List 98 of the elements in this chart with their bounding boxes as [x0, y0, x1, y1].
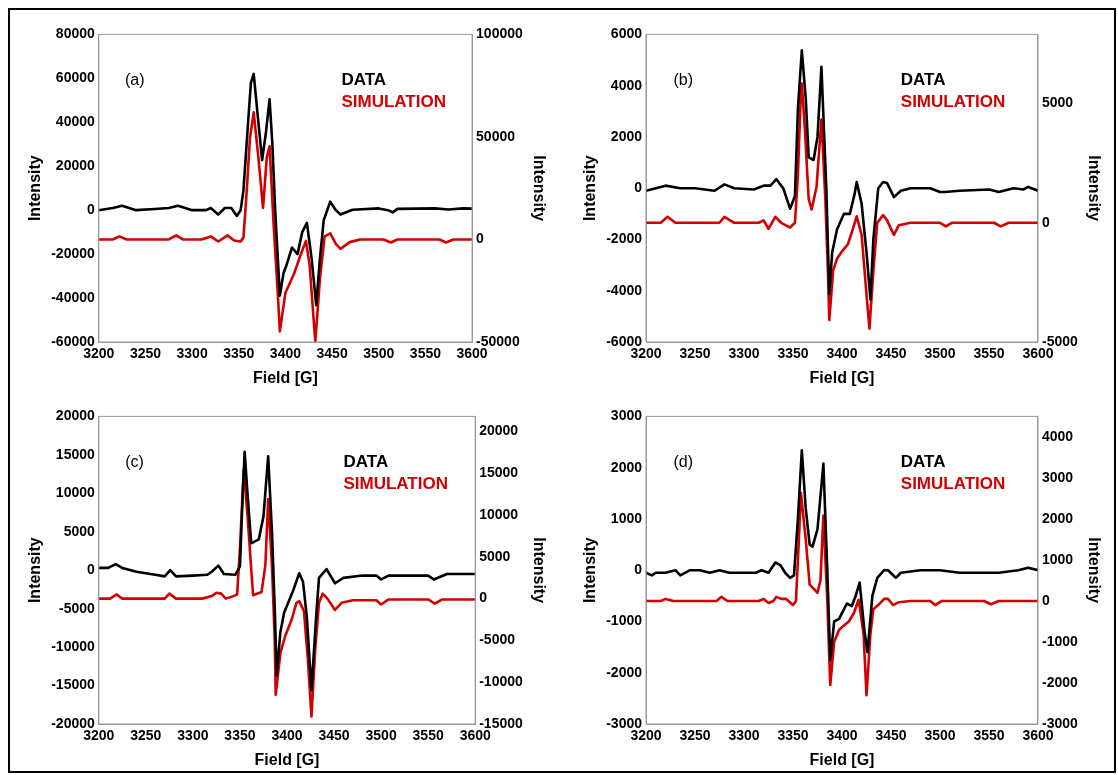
x-tick-label: 3500	[363, 345, 395, 362]
x-tick-label: 3300	[176, 345, 208, 362]
x-axis-title: Field [G]	[809, 368, 875, 386]
y2-tick-label: 1000	[1041, 550, 1074, 567]
y2-tick-label: 5000	[479, 547, 511, 564]
y-tick-label: 60000	[55, 69, 95, 86]
x-tick-label: 3300	[728, 345, 760, 362]
x-tick-label: 3400	[826, 727, 858, 744]
x-tick-label: 3550	[409, 345, 442, 362]
y2-tick-label: 0	[479, 589, 488, 606]
x-tick-label: 3300	[728, 727, 760, 744]
text: SIMULATION	[341, 92, 446, 112]
x-axis-title: Field [G]	[252, 368, 318, 386]
y2-tick-label: 4000	[1041, 427, 1074, 444]
y-axis-title: Intensity	[581, 537, 599, 604]
y2-tick-label: 50000	[476, 127, 516, 144]
x-tick-label: 3400	[271, 727, 303, 744]
x-axis-title: Field [G]	[254, 750, 320, 768]
y-tick-label: -10000	[51, 637, 96, 654]
y-tick-label: 1000	[610, 509, 643, 526]
y2-tick-label: 10000	[479, 505, 519, 522]
x-tick-label: 3450	[318, 727, 350, 744]
y-tick-label: -15000	[51, 676, 96, 693]
annotation: (d)	[673, 452, 694, 470]
y2-tick-label: -5000	[479, 631, 516, 648]
y-tick-label: 20000	[55, 407, 95, 424]
y-tick-label: 6000	[610, 25, 643, 42]
x-tick-label: 3550	[973, 727, 1005, 744]
x-tick-label: 3350	[223, 345, 255, 362]
y-tick-label: 0	[87, 201, 95, 218]
y-tick-label: 20000	[55, 157, 95, 174]
text: DATA	[900, 452, 946, 472]
x-tick-label: 3550	[412, 727, 444, 744]
x-tick-label: 3350	[777, 727, 809, 744]
y-tick-label: 80000	[55, 25, 95, 42]
x-tick-label: 3300	[177, 727, 209, 744]
x-tick-label: 3450	[875, 727, 907, 744]
y-tick-label: 0	[634, 179, 643, 196]
x-tick-label: 3450	[875, 345, 907, 362]
y-tick-label: 5000	[63, 522, 95, 539]
y2-axis-title: Intensity	[1085, 155, 1103, 222]
text: SIMULATION	[343, 474, 448, 494]
y2-tick-label: -10000	[479, 673, 524, 690]
y-tick-label: 3000	[610, 407, 643, 424]
y2-tick-label: -2000	[1041, 673, 1079, 690]
y2-tick-label: 5000	[1041, 94, 1074, 111]
y-tick-label: 2000	[610, 127, 643, 144]
y-axis-title: Intensity	[581, 155, 599, 222]
y2-axis-title: Intensity	[530, 537, 548, 604]
y2-tick-label: 3000	[1041, 468, 1074, 485]
x-tick-label: 3250	[679, 345, 711, 362]
y-tick-label: -2000	[606, 663, 643, 680]
y2-tick-label: 100000	[476, 25, 524, 42]
x-tick-label: 3500	[924, 345, 956, 362]
y-tick-label: 10000	[55, 484, 95, 501]
y2-tick-label: 0	[476, 230, 485, 247]
x-tick-label: 3500	[924, 727, 956, 744]
y2-tick-label: -1000	[1041, 632, 1079, 649]
y-tick-label: -1000	[606, 612, 643, 629]
annotation: (c)	[125, 452, 144, 470]
annotation: (b)	[673, 70, 694, 88]
y-tick-label: 0	[634, 561, 643, 578]
x-axis-title: Field [G]	[809, 750, 875, 768]
y2-tick-label: 0	[1041, 213, 1050, 230]
y-tick-label: -20000	[51, 244, 96, 261]
x-tick-label: 3400	[826, 345, 858, 362]
y2-axis-title: Intensity	[530, 155, 548, 222]
x-tick-label: 3350	[777, 345, 809, 362]
y2-tick-label: 0	[1041, 591, 1050, 608]
x-tick-label: 3550	[973, 345, 1005, 362]
y2-tick-label: 2000	[1041, 509, 1074, 526]
text: DATA	[900, 70, 946, 90]
x-tick-label: 3400	[269, 345, 302, 362]
y-tick-label: 4000	[610, 76, 643, 93]
y-axis-title: Intensity	[26, 537, 44, 604]
text: DATA	[343, 452, 389, 472]
annotation: (a)	[124, 70, 145, 88]
x-tick-label: 3450	[316, 345, 348, 362]
text: SIMULATION	[900, 92, 1006, 112]
y-tick-label: 40000	[55, 113, 95, 130]
y2-tick-label: 15000	[479, 464, 519, 481]
y2-tick-label: 20000	[479, 422, 519, 439]
x-tick-label: 3350	[224, 727, 256, 744]
y-axis-title: Intensity	[26, 155, 44, 222]
text: SIMULATION	[900, 474, 1006, 494]
y2-axis-title: Intensity	[1085, 537, 1103, 604]
x-tick-label: 3250	[679, 727, 711, 744]
y-tick-label: -4000	[606, 281, 643, 298]
y-tick-label: 2000	[610, 458, 643, 475]
y-tick-label: -40000	[51, 288, 96, 305]
y-tick-label: -2000	[606, 230, 643, 247]
x-tick-label: 3250	[129, 345, 162, 362]
x-tick-label: 3250	[130, 727, 162, 744]
y-tick-label: 0	[87, 561, 95, 578]
y-tick-label: 15000	[55, 445, 95, 462]
text: DATA	[341, 70, 387, 90]
x-tick-label: 3500	[365, 727, 397, 744]
y-tick-label: -5000	[58, 599, 95, 616]
